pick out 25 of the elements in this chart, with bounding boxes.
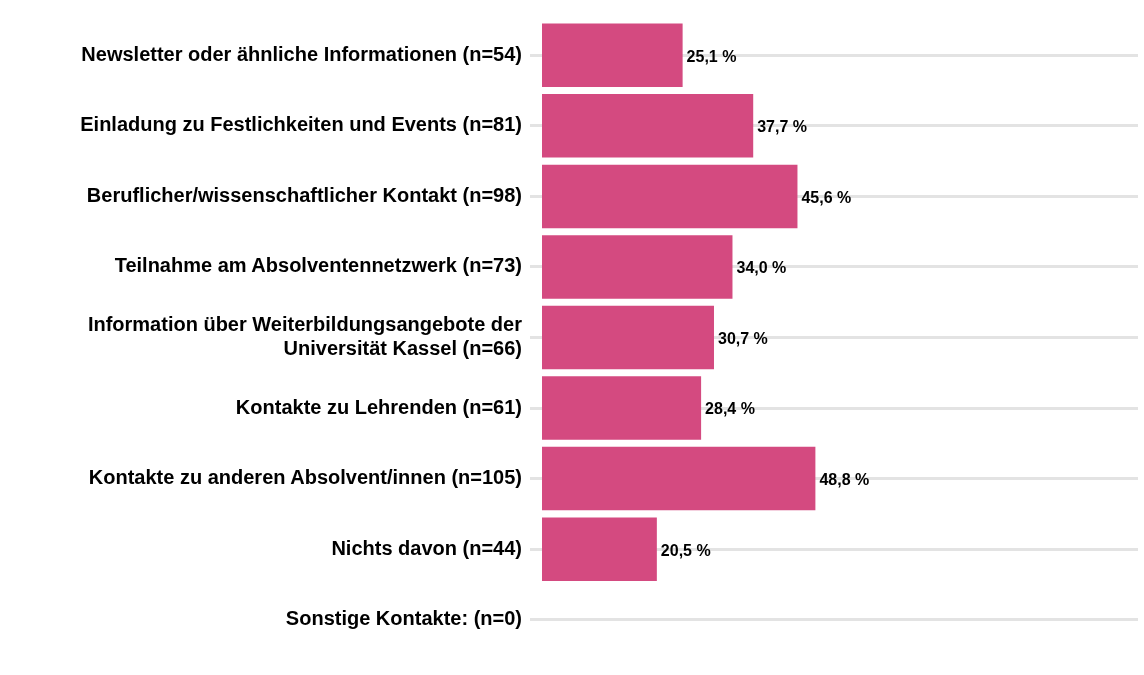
y-tick-label: Sonstige Kontakte: (n=0) — [285, 607, 522, 630]
y-tick-label: Beruflicher/wissenschaftlicher Kontakt (n=98) — [86, 183, 522, 206]
data-label: 37,7 % — [757, 118, 808, 136]
y-tick-label: Kontakte zu Lehrenden (n=61) — [235, 395, 522, 418]
y-tick-label: Information über Weiterbildungsangebote der Universität Kassel (n=66) — [87, 313, 523, 360]
bar — [542, 94, 754, 158]
bar — [542, 376, 702, 440]
data-label: 45,6 % — [801, 188, 852, 206]
y-tick-label: Einladung zu Festlichkeiten und Events (n=81) — [80, 113, 522, 136]
y-tick-label: Newsletter oder ähnliche Informationen (n=54) — [81, 42, 522, 65]
data-label: 30,7 % — [717, 329, 768, 347]
data-label: 28,4 % — [705, 400, 755, 418]
data-label: 34,0 % — [736, 259, 787, 277]
data-label: 25,1 % — [686, 47, 737, 65]
bar — [542, 446, 816, 511]
y-tick-label: Teilnahme am Absolventennetzwerk (n=73) — [114, 254, 522, 277]
data-label: 20,5 % — [660, 541, 711, 559]
y-tick-label: Nichts davon (n=44) — [331, 536, 522, 559]
bar — [542, 23, 683, 88]
bar — [542, 517, 657, 581]
data-label: 48,8 % — [819, 471, 870, 489]
bar — [542, 164, 798, 229]
bar — [542, 305, 714, 370]
bar — [542, 235, 733, 299]
y-tick-label: Kontakte zu anderen Absolvent/innen (n=105) — [88, 466, 522, 489]
